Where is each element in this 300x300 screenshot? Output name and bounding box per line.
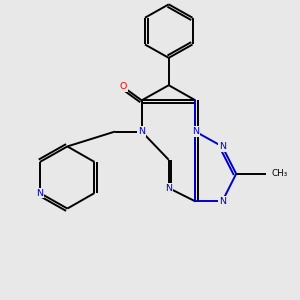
Text: N: N [138, 127, 145, 136]
Text: N: N [165, 184, 172, 193]
Text: N: N [192, 127, 199, 136]
Text: O: O [120, 82, 127, 91]
Text: N: N [219, 197, 226, 206]
Text: N: N [219, 142, 226, 151]
Text: CH₃: CH₃ [271, 169, 287, 178]
Text: N: N [37, 189, 44, 198]
